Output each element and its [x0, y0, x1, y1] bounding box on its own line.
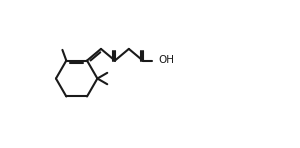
Text: OH: OH [158, 55, 174, 65]
